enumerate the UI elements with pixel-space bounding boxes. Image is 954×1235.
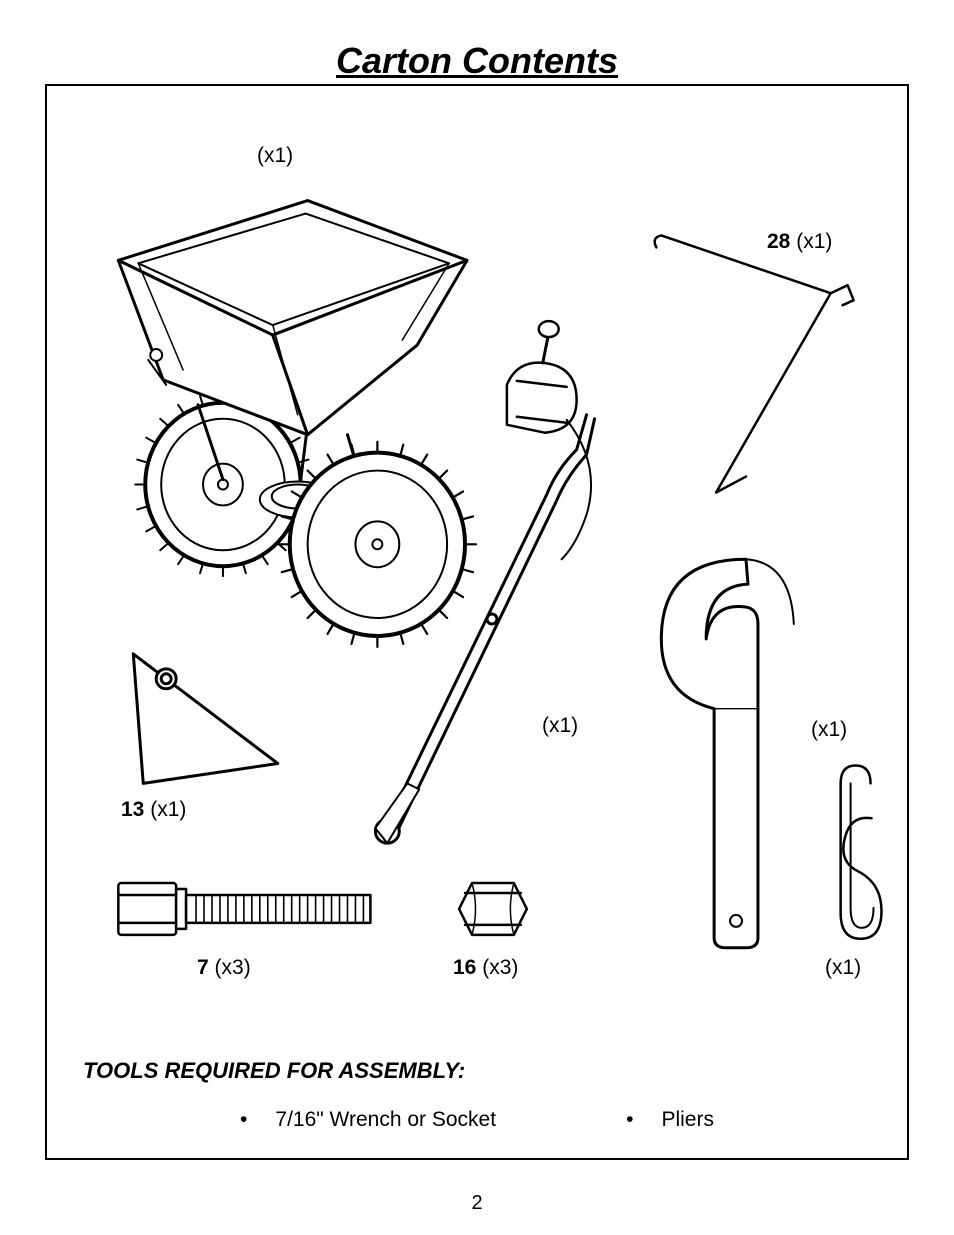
clip-illustration [841,765,882,938]
spreader-qty-label: (x1) [257,144,293,168]
tools-heading: TOOLS REQUIRED FOR ASSEMBLY: [83,1058,465,1084]
tool-pliers: Pliers [626,1108,714,1132]
nut-illustration [459,883,527,935]
bolt-illustration [118,883,370,935]
tow-bar-qty-label: (x1) [542,714,578,738]
tool-wrench: 7/16" Wrench or Socket [240,1108,496,1132]
spreader-illustration [118,201,476,647]
bracket-illustration [133,654,277,784]
clip-qty-label: (x1) [825,956,861,980]
hitch-pin-illustration [661,559,794,948]
rod-label: 28 (x1) [767,230,832,254]
bolt-label: 7 (x3) [197,956,251,980]
control-rod-illustration [655,235,854,492]
page-number: 2 [0,1192,954,1215]
page-title: Carton Contents [0,40,954,82]
content-frame: (x1) 28 (x1) (x1) (x1) 13 (x1) 7 (x3) 16… [45,84,909,1160]
hitch-pin-qty-label: (x1) [811,718,847,742]
nut-label: 16 (x3) [453,956,518,980]
bracket-label: 13 (x1) [121,798,186,822]
tools-list: 7/16" Wrench or Socket Pliers [47,1108,907,1132]
